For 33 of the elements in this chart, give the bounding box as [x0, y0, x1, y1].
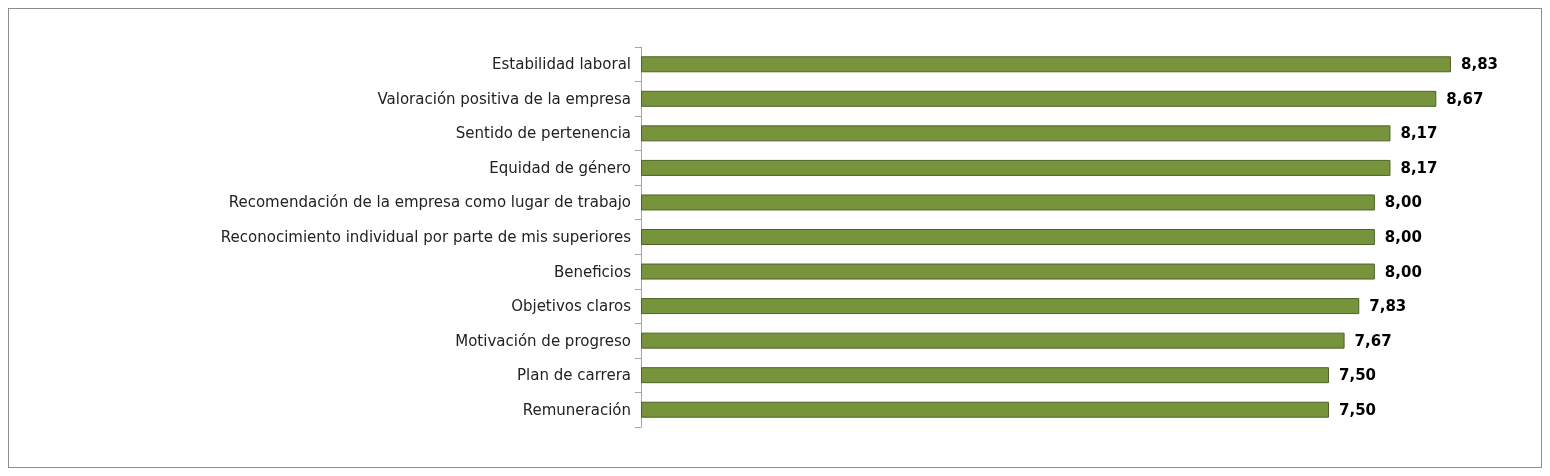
data-label: 8,67: [1446, 89, 1484, 108]
y-tick-label: Reconocimiento individual por parte de mis superiores: [220, 228, 632, 246]
y-tick-label: Estabilidad laboral: [492, 55, 631, 74]
y-tick-label: Equidad de género: [489, 158, 631, 177]
bar: [641, 332, 1345, 349]
bar: [641, 90, 1437, 107]
data-label: 7,50: [1339, 366, 1377, 385]
bar: [641, 56, 1451, 73]
y-tick-label: Recomendación de la empresa como lugar de trabajo: [228, 193, 631, 212]
y-tick-label: Motivación de progreso: [455, 331, 631, 350]
data-label: 8,00: [1384, 262, 1422, 281]
y-tick-label: Remuneración: [522, 400, 631, 419]
bar: [641, 401, 1329, 418]
y-tick-label: Beneficios: [553, 262, 632, 281]
bar: [641, 159, 1391, 176]
data-label: 8,00: [1384, 228, 1422, 246]
bar: [641, 194, 1375, 211]
bar: [641, 263, 1375, 280]
data-label: 7,50: [1339, 400, 1377, 419]
data-label: 8,00: [1384, 193, 1422, 212]
bar: [641, 229, 1375, 245]
y-tick-label: Objetivos claros: [511, 297, 632, 316]
data-label: 8,83: [1461, 55, 1499, 74]
data-label: 8,17: [1400, 124, 1438, 143]
y-tick-label: Plan de carrera: [517, 366, 631, 385]
bar: [641, 125, 1391, 142]
data-label: 7,67: [1354, 331, 1392, 350]
data-label: 7,83: [1369, 297, 1407, 316]
bar: [641, 298, 1360, 315]
y-tick-label: Sentido de pertenencia: [455, 124, 631, 143]
bar: [641, 367, 1329, 384]
data-label: 8,17: [1400, 158, 1438, 177]
y-tick-label: Valoración positiva de la empresa: [377, 89, 631, 108]
